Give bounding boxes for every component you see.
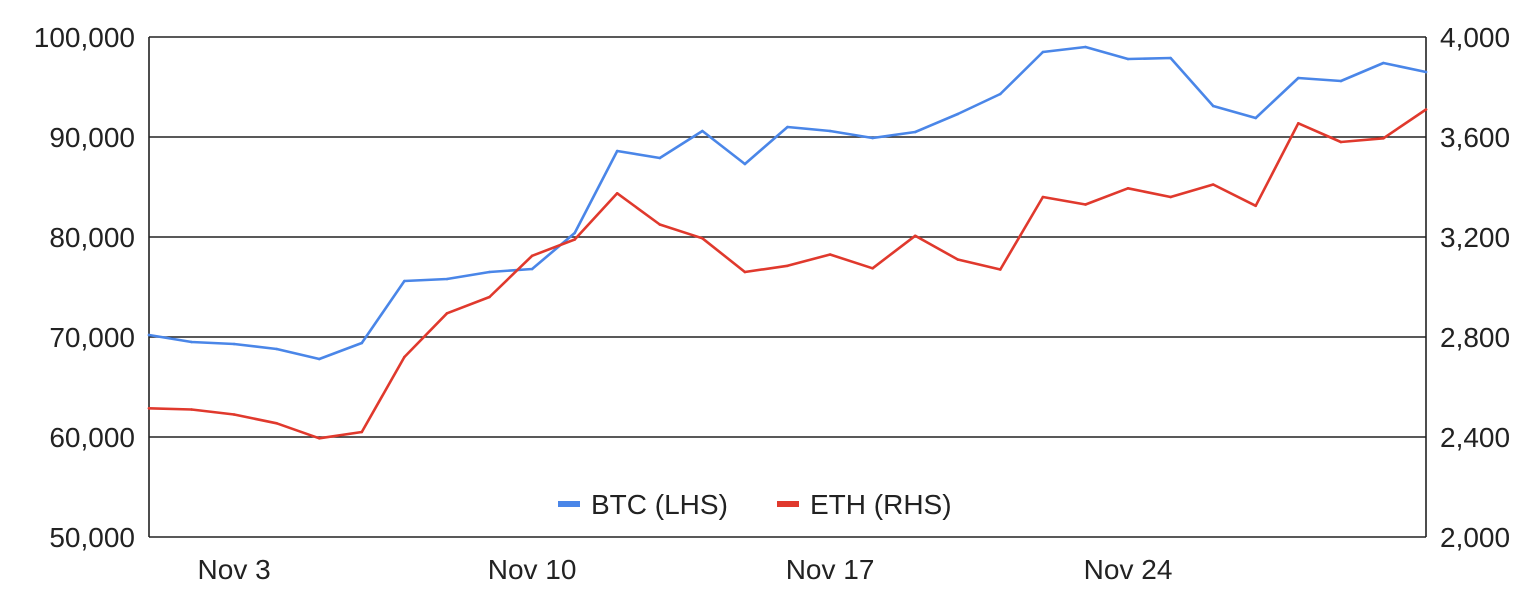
data-point-btc bbox=[1126, 57, 1130, 61]
legend-swatch-btc bbox=[558, 501, 580, 507]
right-y-tick-label: 2,800 bbox=[1440, 322, 1510, 353]
data-point-btc bbox=[1169, 56, 1172, 60]
data-point-eth bbox=[743, 270, 747, 274]
x-tick-label: Nov 17 bbox=[786, 554, 875, 585]
data-point-btc bbox=[147, 333, 151, 337]
data-point-btc bbox=[743, 162, 747, 166]
data-point-eth bbox=[403, 355, 406, 359]
data-point-eth bbox=[658, 223, 662, 226]
x-tick-label: Nov 10 bbox=[488, 554, 577, 585]
data-point-btc bbox=[190, 340, 193, 344]
data-point-eth bbox=[530, 254, 534, 258]
data-point-eth bbox=[913, 234, 917, 238]
data-point-btc bbox=[1424, 70, 1428, 74]
right-y-tick-label: 2,400 bbox=[1440, 422, 1510, 453]
data-point-eth bbox=[573, 238, 576, 241]
legend-label-btc: BTC (LHS) bbox=[591, 489, 728, 520]
data-point-btc bbox=[701, 129, 704, 133]
series-line-btc bbox=[147, 45, 1428, 361]
data-point-eth bbox=[999, 268, 1002, 271]
data-point-btc bbox=[1041, 50, 1045, 54]
right-y-tick-label: 3,200 bbox=[1440, 222, 1510, 253]
data-point-btc bbox=[573, 231, 576, 235]
data-point-eth bbox=[360, 430, 364, 434]
data-point-btc bbox=[445, 277, 449, 281]
data-point-eth bbox=[828, 253, 832, 256]
data-point-btc bbox=[1339, 79, 1343, 83]
data-point-btc bbox=[530, 267, 534, 271]
data-point-btc bbox=[615, 149, 619, 153]
data-point-eth bbox=[190, 408, 193, 411]
series-points bbox=[147, 45, 1428, 440]
series-line-eth bbox=[147, 108, 1428, 440]
data-point-eth bbox=[786, 264, 789, 268]
gridlines bbox=[149, 36, 1426, 538]
data-point-btc bbox=[1382, 61, 1385, 65]
data-point-btc bbox=[913, 130, 917, 134]
legend-label-eth: ETH (RHS) bbox=[810, 489, 952, 520]
data-point-btc bbox=[956, 112, 960, 116]
legend: BTC (LHS) ETH (RHS) bbox=[558, 489, 952, 520]
data-point-btc bbox=[1084, 45, 1087, 49]
left-y-tick-label: 90,000 bbox=[49, 122, 135, 153]
data-point-eth bbox=[871, 267, 874, 270]
data-point-eth bbox=[615, 192, 619, 195]
data-point-eth bbox=[1424, 108, 1428, 111]
right-y-tick-label: 3,600 bbox=[1440, 122, 1510, 153]
data-point-eth bbox=[701, 237, 704, 240]
data-point-btc bbox=[828, 129, 832, 133]
left-y-tick-label: 100,000 bbox=[34, 22, 135, 53]
right-y-tick-label: 2,000 bbox=[1440, 522, 1510, 553]
data-point-eth bbox=[1041, 195, 1045, 199]
data-point-eth bbox=[1254, 204, 1257, 208]
data-point-btc bbox=[1211, 104, 1215, 108]
x-tick-label: Nov 24 bbox=[1084, 554, 1173, 585]
data-point-eth bbox=[147, 407, 151, 410]
data-point-btc bbox=[318, 357, 321, 361]
data-point-btc bbox=[488, 270, 491, 274]
data-point-btc bbox=[232, 342, 236, 346]
data-point-eth bbox=[488, 295, 491, 299]
data-point-eth bbox=[1126, 187, 1130, 190]
data-point-eth bbox=[232, 413, 236, 416]
data-point-eth bbox=[956, 258, 960, 261]
data-point-btc bbox=[658, 156, 662, 160]
left-y-tick-label: 50,000 bbox=[49, 522, 135, 553]
data-point-eth bbox=[445, 312, 449, 315]
data-point-eth bbox=[318, 437, 321, 440]
data-point-eth bbox=[1211, 183, 1215, 186]
x-tick-label: Nov 3 bbox=[198, 554, 271, 585]
left-y-tick-label: 60,000 bbox=[49, 422, 135, 453]
data-point-eth bbox=[1297, 122, 1300, 125]
data-point-btc bbox=[1297, 76, 1300, 80]
data-point-btc bbox=[786, 125, 789, 129]
legend-swatch-eth bbox=[777, 501, 799, 507]
data-point-btc bbox=[275, 347, 279, 351]
right-y-tick-label: 4,000 bbox=[1440, 22, 1510, 53]
data-point-eth bbox=[1339, 140, 1343, 144]
left-y-tick-label: 80,000 bbox=[49, 222, 135, 253]
data-point-eth bbox=[1382, 137, 1385, 140]
left-y-tick-label: 70,000 bbox=[49, 322, 135, 353]
data-point-eth bbox=[1169, 195, 1172, 199]
data-point-btc bbox=[1254, 116, 1257, 120]
series-lines bbox=[147, 45, 1428, 440]
data-point-eth bbox=[275, 422, 279, 425]
data-point-eth bbox=[1084, 203, 1087, 206]
data-point-btc bbox=[999, 92, 1002, 96]
axes: 50,000 60,000 70,000 80,000 90,000 100,000 2,0… bbox=[34, 22, 1510, 585]
data-point-btc bbox=[360, 341, 364, 345]
data-point-btc bbox=[871, 136, 874, 140]
data-point-btc bbox=[403, 279, 406, 283]
